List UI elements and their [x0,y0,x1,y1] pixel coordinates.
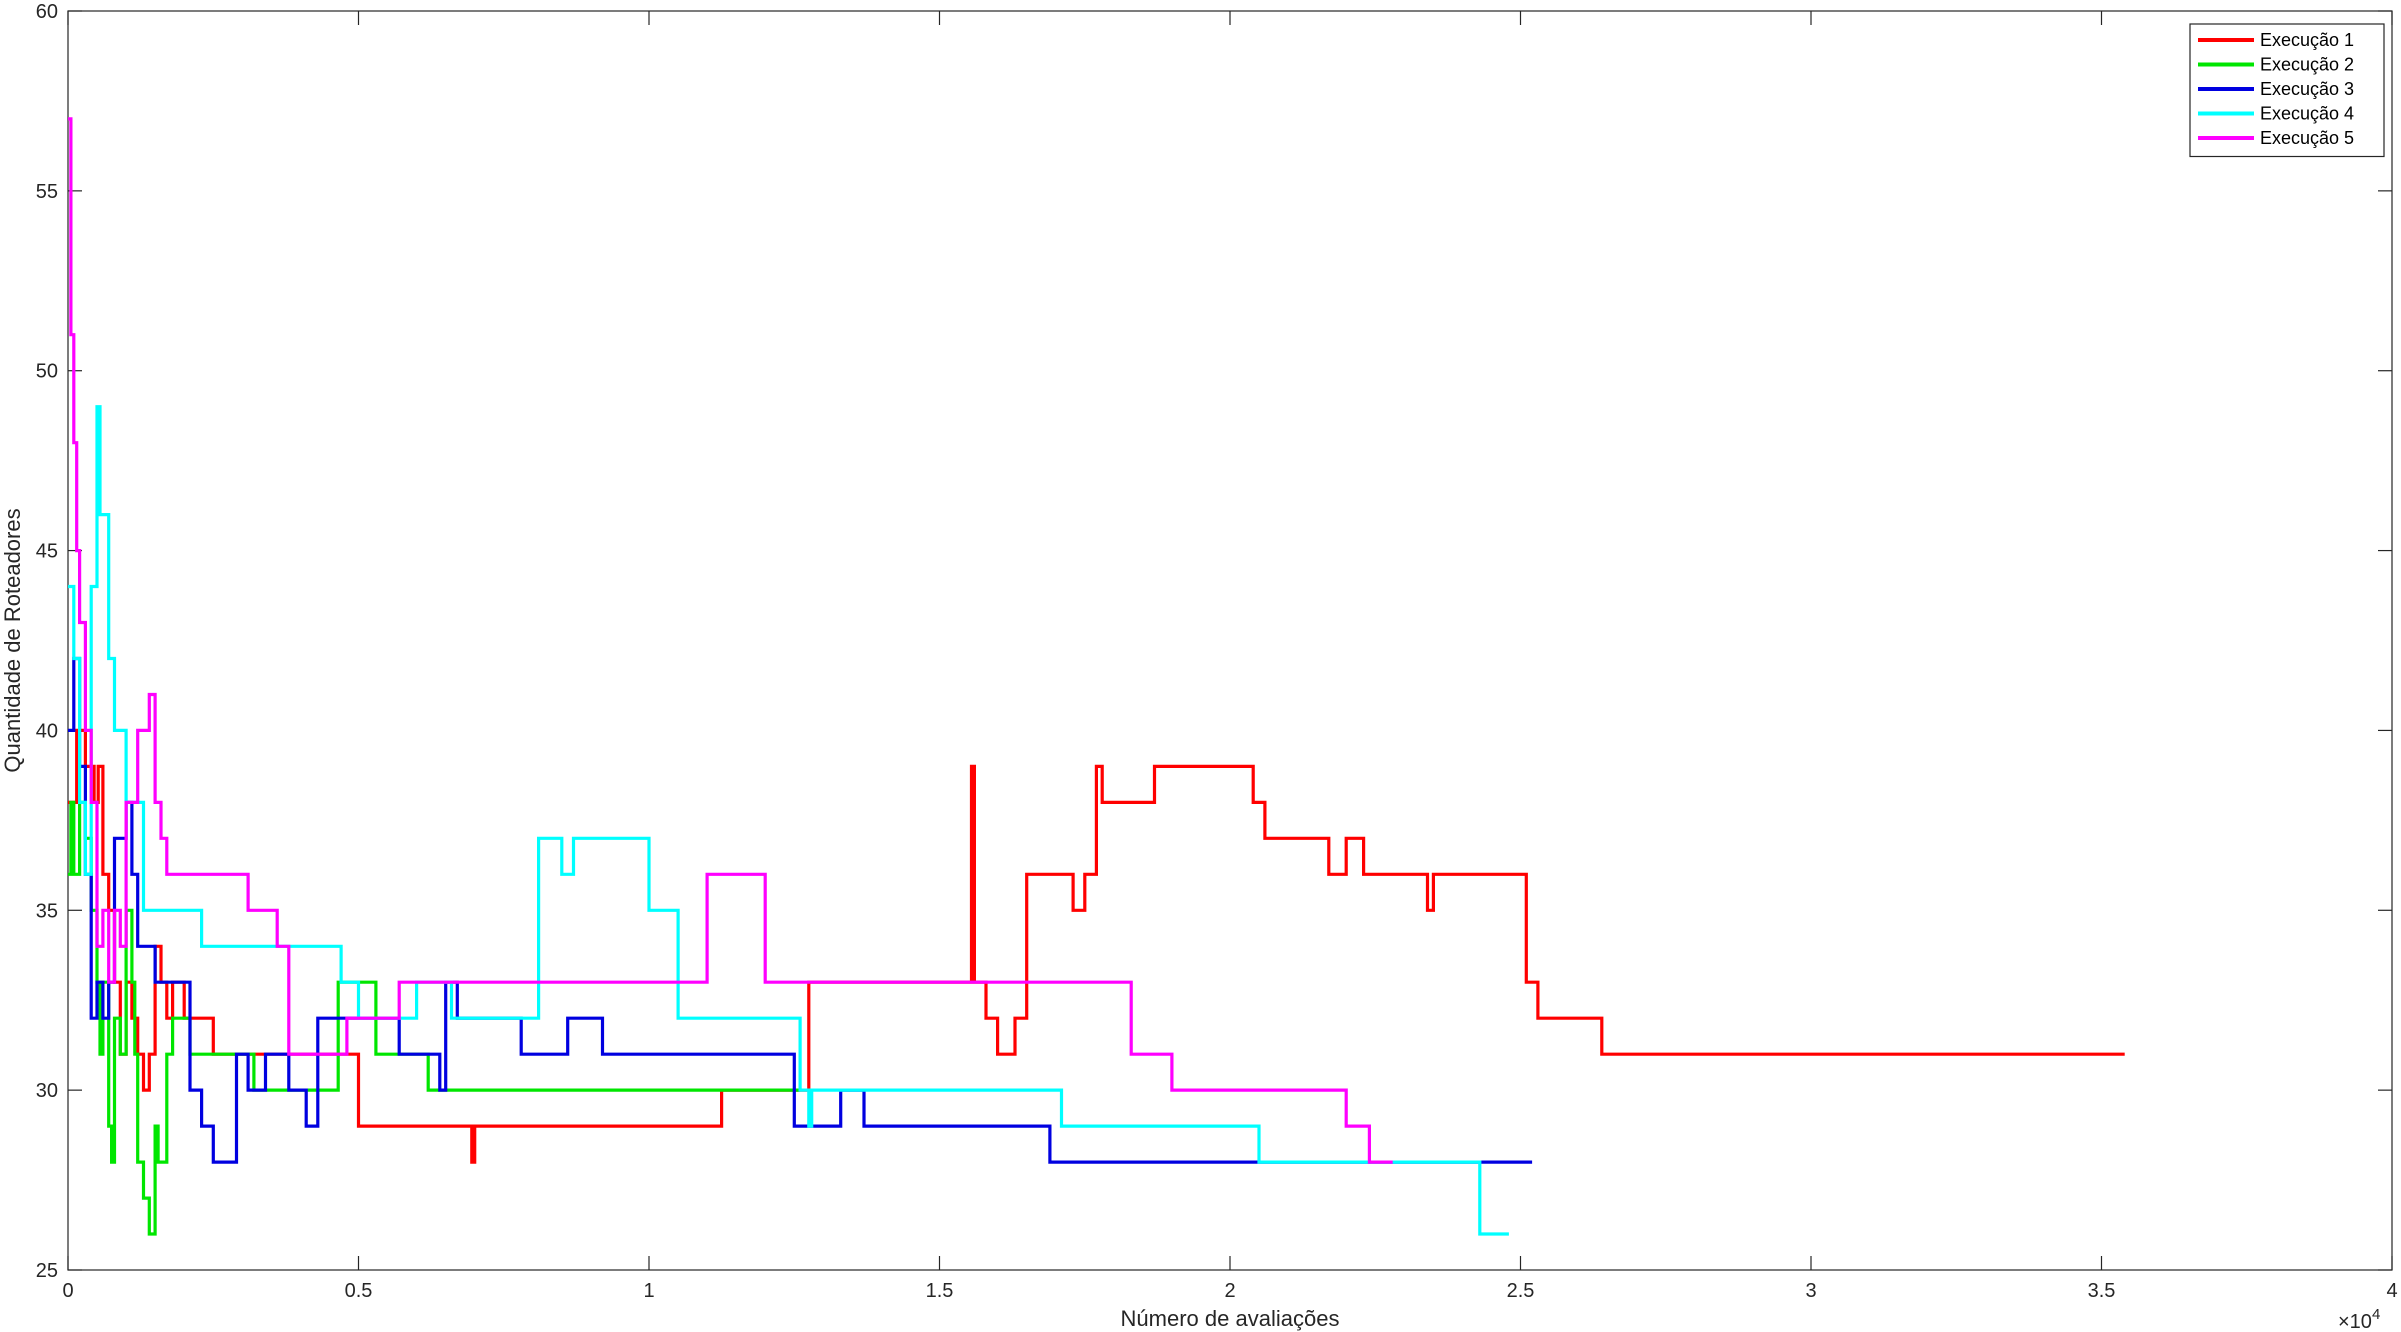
y-tick-label: 60 [36,1,58,23]
y-tick-label: 45 [36,541,58,563]
x-tick-label: 1 [643,1280,654,1302]
x-axis-exponent: ×104 [2338,1306,2380,1332]
y-tick-label: 55 [36,181,58,203]
x-tick-label: 3 [1805,1280,1816,1302]
legend: Execução 1 Execução 2 Execução 3 Execução 4… [2189,23,2385,158]
legend-label-2: Execução 2 [2260,55,2354,75]
y-tick-label: 25 [36,1260,58,1282]
y-tick-label: 40 [36,720,58,742]
x-tick-label: 3.5 [2088,1280,2116,1302]
series-line-3 [68,656,1533,1164]
series-layer [68,117,2125,1236]
legend-label-1: Execução 1 [2260,30,2354,50]
x-tick-label: 4 [2386,1280,2397,1302]
x-axis-label: Número de avaliações [1121,1306,1340,1331]
legend-label-4: Execução 4 [2260,104,2354,124]
x-axis-exponent-power: 4 [2372,1306,2380,1323]
x-tick-label: 2 [1224,1280,1235,1302]
x-tick-label: 1.5 [926,1280,954,1302]
axes: 0 0.5 1 1.5 2 2.5 3 3.5 4 25 30 35 40 45 50 55 60 [36,1,2398,1302]
x-tick-label: 2.5 [1507,1280,1535,1302]
legend-label-5: Execução 5 [2260,128,2354,148]
legend-label-3: Execução 3 [2260,79,2354,99]
x-axis-exponent-base: ×10 [2338,1311,2372,1332]
x-tick-label: 0 [62,1280,73,1302]
y-axis-label: Quantidade de Roteadores [0,508,25,772]
series-line-5 [68,117,1393,1164]
x-tick-label: 0.5 [345,1280,373,1302]
y-tick-label: 35 [36,900,58,922]
y-tick-label: 50 [36,361,58,383]
y-tick-label: 30 [36,1080,58,1102]
